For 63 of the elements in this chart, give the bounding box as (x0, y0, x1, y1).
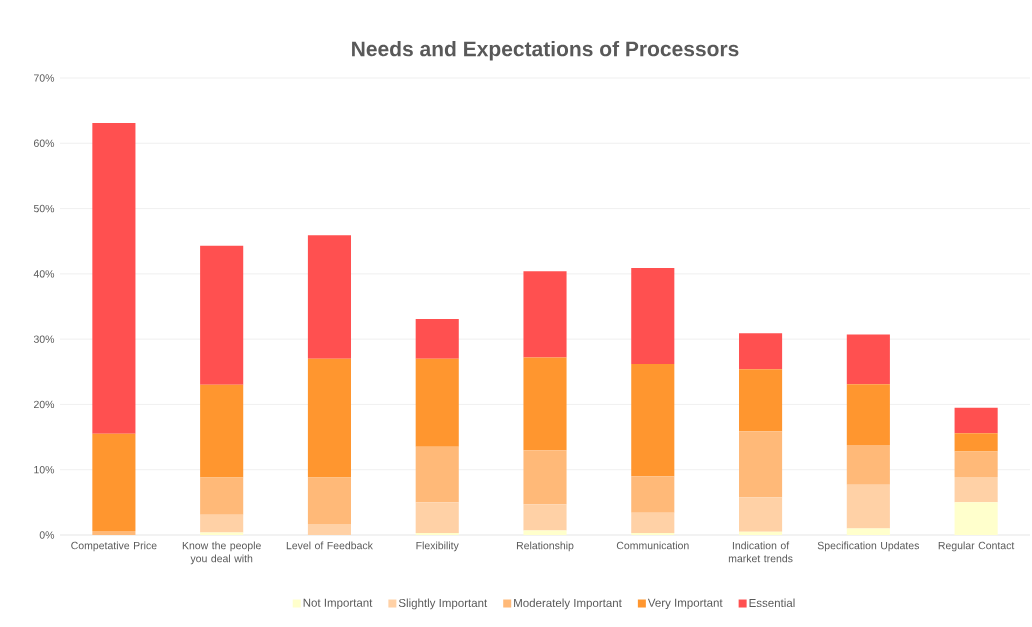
bar (739, 333, 783, 370)
bar (92, 433, 136, 532)
bar (846, 444, 890, 485)
legend-label: Not Important (303, 598, 373, 610)
y-tick-label: 60% (34, 139, 55, 148)
x-tick-label: Level of Feedback (286, 541, 373, 550)
bar (415, 358, 459, 447)
x-tick-label: Indication of market trends (728, 541, 793, 563)
legend-label: Slightly Important (398, 598, 488, 610)
x-tick-label: Relationship (516, 541, 574, 552)
bar (954, 451, 998, 477)
bar (846, 384, 890, 445)
bar (523, 504, 567, 531)
bar (200, 514, 244, 533)
legend-label: Moderately Important (514, 598, 622, 610)
chart-title: Needs and Expectations of Processors (352, 40, 739, 61)
bar (200, 477, 244, 515)
bar (307, 235, 351, 359)
bar (307, 477, 351, 524)
bar (523, 450, 567, 505)
x-tick-label: Flexibility (416, 541, 459, 552)
x-tick-label: Competative Price (71, 541, 157, 552)
x-tick-label: Communication (616, 541, 689, 550)
legend-label: Very Important (647, 598, 723, 610)
bar (954, 407, 998, 434)
bar (307, 523, 351, 535)
y-tick-label: 10% (34, 466, 55, 474)
x-tick-label: Know the people you deal with (182, 541, 261, 565)
bar (200, 532, 244, 535)
bar (415, 446, 459, 503)
bar (846, 528, 890, 535)
legend-label: Essential (749, 598, 795, 608)
bar (200, 245, 244, 385)
y-tick-label: 20% (34, 400, 55, 409)
bar (307, 358, 351, 478)
bar (92, 531, 136, 535)
bar (523, 271, 567, 358)
bar (739, 431, 783, 498)
y-tick-label: 40% (33, 270, 55, 278)
bar (954, 433, 998, 452)
y-tick-label: 0% (39, 531, 55, 539)
x-tick-label: Specification Updates (817, 541, 920, 552)
bar (954, 502, 998, 535)
y-tick-label: 70% (34, 74, 55, 82)
bar (415, 502, 459, 534)
bar (631, 512, 675, 534)
bar (92, 123, 136, 434)
bar (739, 369, 783, 432)
bar (523, 357, 567, 451)
y-tick-label: 50% (33, 204, 55, 213)
bar (739, 497, 783, 532)
bar (415, 318, 459, 359)
bar (631, 363, 675, 477)
bar (631, 267, 675, 364)
bar (846, 484, 890, 529)
bar (846, 334, 890, 385)
bar (631, 476, 675, 513)
bar (200, 384, 244, 478)
bar (523, 530, 567, 535)
bar (954, 476, 998, 503)
y-tick-label: 30% (33, 335, 55, 343)
x-tick-label: Regular Contact (938, 541, 1015, 552)
bar (739, 531, 783, 535)
